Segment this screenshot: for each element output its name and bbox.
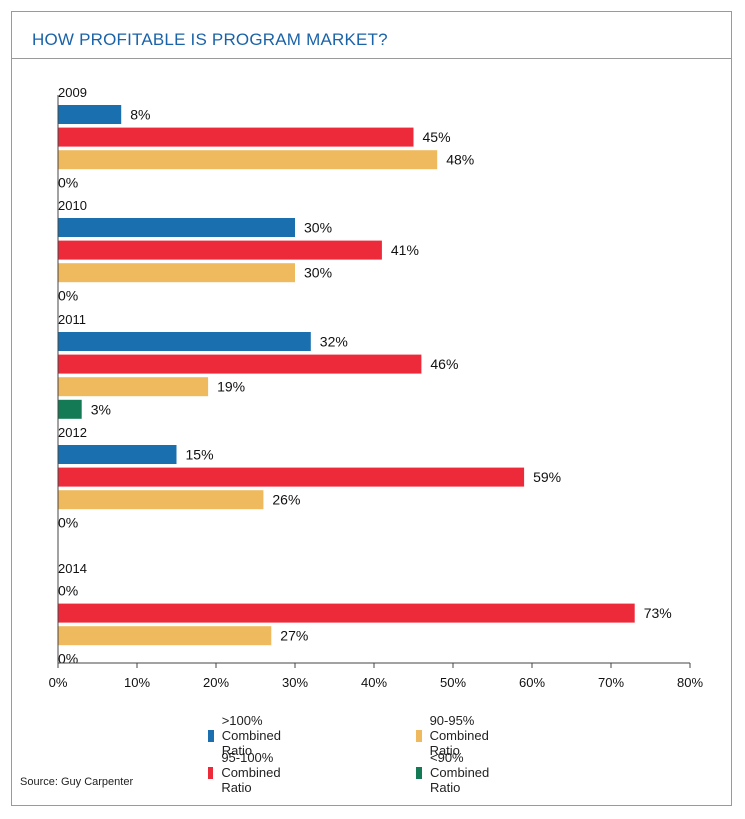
bar-2010-1 xyxy=(58,218,295,237)
bar-value-2012-1: 15% xyxy=(186,447,214,463)
bar-value-2010-2: 41% xyxy=(391,242,419,258)
bar-value-2014-1: 0% xyxy=(58,583,78,599)
bar-2011-1 xyxy=(58,332,311,351)
legend-swatch-4 xyxy=(416,766,422,779)
bar-2014-2 xyxy=(58,603,635,623)
legend-item-1: >100% Combined Ratio xyxy=(208,713,287,758)
bar-2009-1 xyxy=(58,105,122,124)
bar-2011-4 xyxy=(58,399,82,419)
legend-label-3: 90-95% Combined Ratio xyxy=(429,713,489,758)
bar-value-2012-3: 26% xyxy=(272,492,300,508)
x-tick-label-2: 20% xyxy=(203,675,229,690)
bar-2010-3 xyxy=(58,263,295,283)
bar-value-2010-4: 0% xyxy=(58,287,78,303)
bar-value-2011-1: 32% xyxy=(320,334,348,350)
x-tick-label-8: 80% xyxy=(677,675,703,690)
legend-swatch-1 xyxy=(208,729,214,742)
year-label-2014: 2014 xyxy=(58,561,87,576)
bar-2012-1 xyxy=(58,445,177,464)
year-label-2011: 2011 xyxy=(58,312,86,327)
bar-value-2009-4: 0% xyxy=(58,174,78,190)
legend-swatch-3 xyxy=(416,729,422,742)
bar-value-2012-2: 59% xyxy=(533,469,561,485)
x-tick-label-4: 40% xyxy=(361,675,387,690)
bar-2011-2 xyxy=(58,354,422,374)
x-tick-label-6: 60% xyxy=(519,675,545,690)
bar-value-2010-1: 30% xyxy=(304,220,332,236)
legend-label-2: 95-100% Combined Ratio xyxy=(221,750,281,795)
x-tick-label-5: 50% xyxy=(440,675,466,690)
bar-value-2009-1: 8% xyxy=(130,107,150,123)
x-tick-label-0: 0% xyxy=(49,675,68,690)
bar-2009-2 xyxy=(58,127,414,147)
legend-item-2: 95-100% Combined Ratio xyxy=(208,750,287,795)
bar-value-2009-2: 45% xyxy=(423,129,451,145)
x-tick-label-3: 30% xyxy=(282,675,308,690)
bar-value-2014-4: 0% xyxy=(58,650,78,666)
bar-value-2009-3: 48% xyxy=(446,152,474,168)
bar-value-2011-3: 19% xyxy=(217,379,245,395)
title-divider xyxy=(12,58,731,59)
bar-value-2010-3: 30% xyxy=(304,265,332,281)
legend-label-1: >100% Combined Ratio xyxy=(221,713,281,758)
source-note: Source: Guy Carpenter xyxy=(20,776,134,788)
bar-value-2011-4: 3% xyxy=(91,401,111,417)
legend-item-4: <90% Combined Ratio xyxy=(416,750,495,795)
bar-2009-3 xyxy=(58,150,438,170)
year-label-2009: 2009 xyxy=(58,85,87,100)
bar-value-2012-4: 0% xyxy=(58,514,78,530)
legend-item-3: 90-95% Combined Ratio xyxy=(416,713,495,758)
bar-2014-3 xyxy=(58,626,272,646)
year-label-2010: 2010 xyxy=(58,198,87,213)
x-tick-label-1: 10% xyxy=(124,675,150,690)
bar-2012-3 xyxy=(58,490,264,510)
bar-2011-3 xyxy=(58,377,209,397)
year-label-2012: 2012 xyxy=(58,425,87,440)
bar-2010-2 xyxy=(58,240,382,260)
chart-title: HOW PROFITABLE IS PROGRAM MARKET? xyxy=(32,30,388,49)
x-tick-label-7: 70% xyxy=(598,675,624,690)
legend-swatch-2 xyxy=(208,766,214,779)
legend-label-4: <90% Combined Ratio xyxy=(430,750,490,795)
bar-value-2011-2: 46% xyxy=(430,356,458,372)
bar-2012-2 xyxy=(58,467,525,487)
bar-value-2014-3: 27% xyxy=(280,628,308,644)
bar-value-2014-2: 73% xyxy=(644,605,672,621)
